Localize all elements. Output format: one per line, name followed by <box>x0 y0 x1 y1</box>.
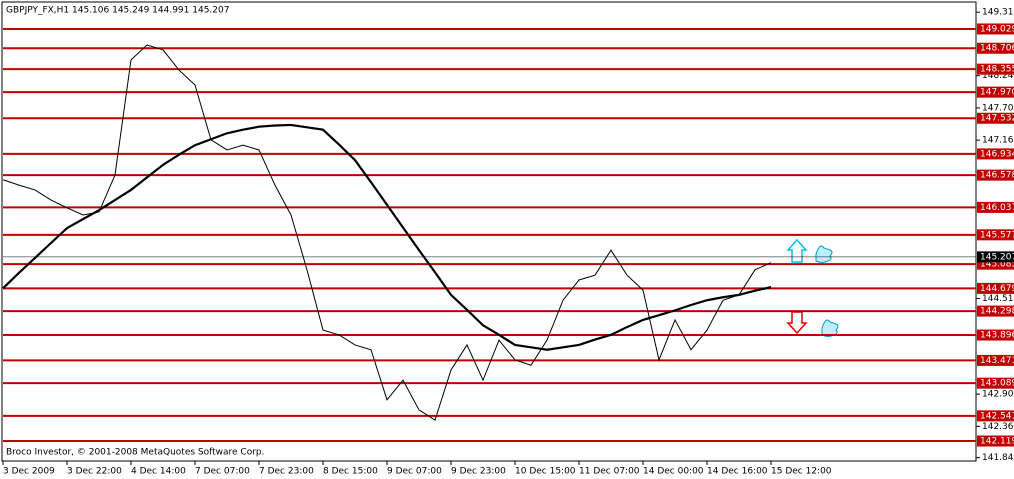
price-line <box>2 123 772 351</box>
copyright: Broco Investor, © 2001-2008 MetaQuotes S… <box>6 448 265 458</box>
level-label: 143.471 <box>980 356 1014 366</box>
level-label-box <box>977 148 1014 160</box>
x-tick-label: 7 Dec 23:00 <box>259 467 314 477</box>
level-label: 143.089 <box>980 379 1014 389</box>
x-tick-label: 9 Dec 07:00 <box>387 467 442 477</box>
level-label-box <box>977 410 1014 422</box>
hand-icon <box>821 319 839 337</box>
level-label-box <box>977 42 1014 54</box>
level-label: 142.119 <box>980 437 1014 447</box>
price-line <box>2 44 772 421</box>
y-tick-label: 147.165 <box>982 136 1014 146</box>
y-tick-label: 149.310 <box>982 8 1014 18</box>
level-label: 142.541 <box>980 411 1014 421</box>
y-tick-label: 148.245 <box>982 71 1014 81</box>
level-label-box <box>977 305 1014 317</box>
x-tick-label: 11 Dec 07:00 <box>579 467 640 477</box>
level-label: 144.298 <box>980 307 1014 317</box>
level-label: 146.037 <box>980 203 1014 213</box>
level-label: 147.532 <box>980 114 1014 124</box>
level-label: 147.970 <box>980 88 1014 98</box>
level-label: 149.029 <box>980 24 1014 34</box>
x-tick-label: 10 Dec 15:00 <box>515 467 576 477</box>
level-label-box <box>977 86 1014 98</box>
level-label: 146.578 <box>980 171 1014 181</box>
last-price-box <box>977 251 1014 263</box>
x-tick-label: 7 Dec 07:00 <box>195 467 250 477</box>
level-label-box <box>977 354 1014 366</box>
chart-header: GBPJPY_FX,H1 145.106 145.249 144.991 145… <box>6 6 229 16</box>
last-price-label: 145.207 <box>980 252 1014 262</box>
y-tick-label: 144.510 <box>982 294 1014 304</box>
level-label-box <box>977 258 1014 270</box>
level-label-box <box>977 201 1014 213</box>
up-arrow <box>786 238 808 263</box>
level-label-box <box>977 377 1014 389</box>
plot-area <box>1 1 977 462</box>
level-label: 145.577 <box>980 230 1014 240</box>
level-label: 148.355 <box>980 65 1014 75</box>
y-tick-label: 141.840 <box>982 453 1014 463</box>
y-tick-label: 142.905 <box>982 390 1014 400</box>
level-label-box <box>977 329 1014 341</box>
x-tick-label: 4 Dec 14:00 <box>131 467 186 477</box>
x-tick-label: 15 Dec 12:00 <box>771 467 832 477</box>
level-label-box <box>977 112 1014 124</box>
y-tick-label: 147.705 <box>982 103 1014 113</box>
x-tick-label: 8 Dec 15:00 <box>323 467 378 477</box>
level-label-box <box>977 23 1014 35</box>
level-label-box <box>977 229 1014 241</box>
x-tick-label: 3 Dec 22:00 <box>67 467 122 477</box>
level-label: 144.679 <box>980 284 1014 294</box>
x-tick-label: 14 Dec 16:00 <box>707 467 768 477</box>
x-tick-label: 3 Dec 2009 <box>3 467 55 477</box>
y-tick-label: 142.365 <box>982 422 1014 432</box>
level-label-box <box>977 169 1014 181</box>
x-tick-label: 9 Dec 23:00 <box>451 467 506 477</box>
level-label-box <box>977 63 1014 75</box>
level-label: 148.706 <box>980 44 1014 54</box>
level-label-box <box>977 435 1014 447</box>
level-label-box <box>977 282 1014 294</box>
level-label: 143.896 <box>980 331 1014 341</box>
x-tick-label: 14 Dec 00:00 <box>643 467 704 477</box>
hand-icon <box>815 245 833 263</box>
level-label: 146.934 <box>980 149 1014 159</box>
level-label: 145.085 <box>980 260 1014 270</box>
